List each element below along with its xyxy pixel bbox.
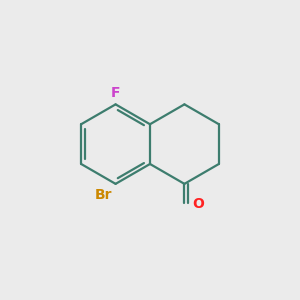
Text: Br: Br — [95, 188, 112, 202]
Text: F: F — [111, 86, 120, 100]
Text: O: O — [192, 197, 204, 212]
